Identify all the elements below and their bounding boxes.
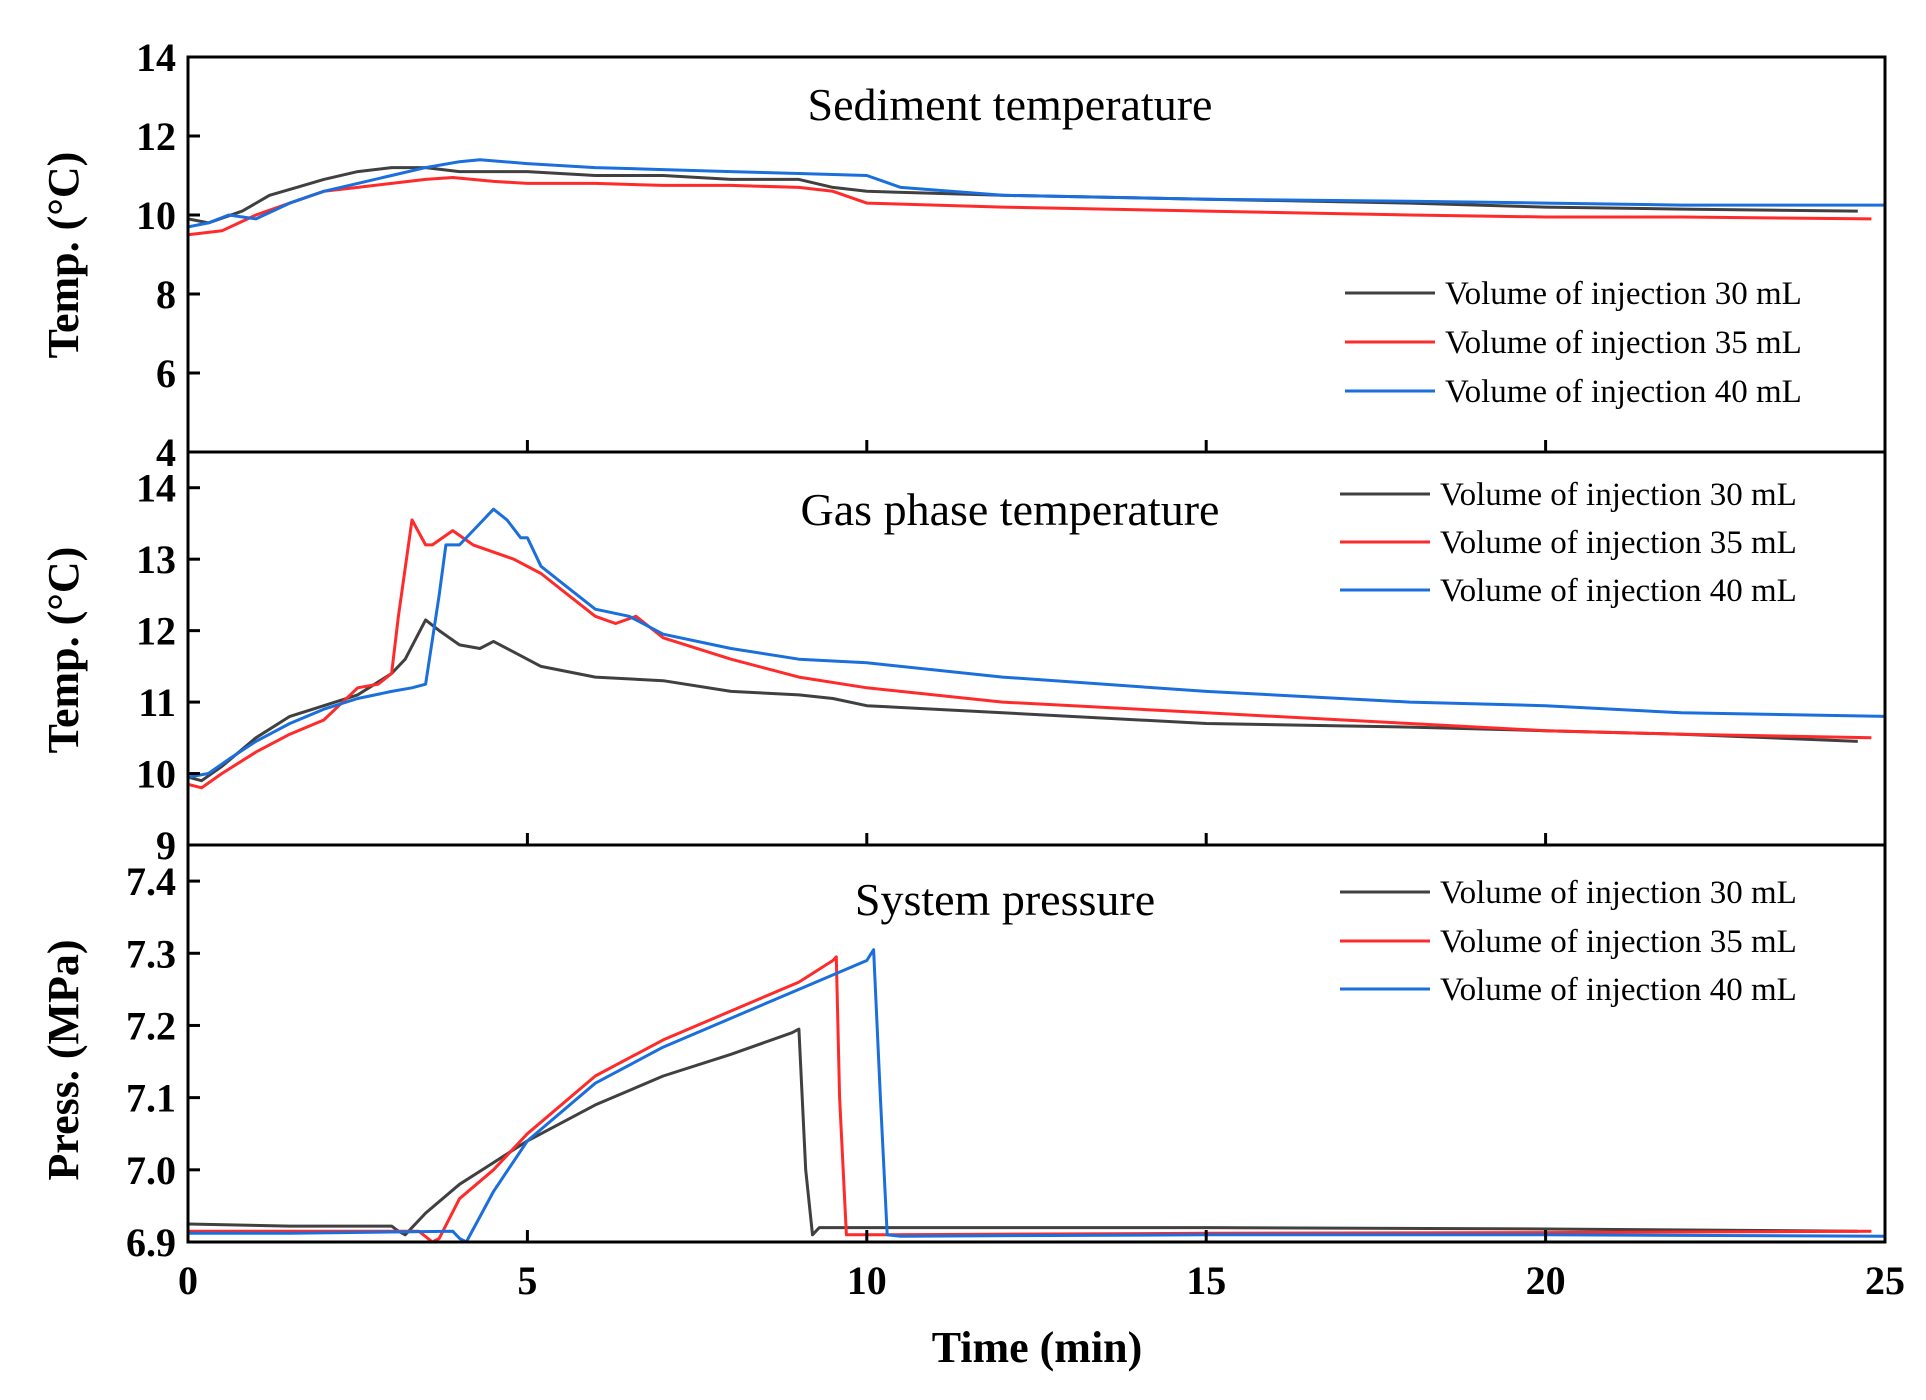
y-tick-label: 7.4 — [126, 859, 176, 904]
y-tick-label: 14 — [136, 35, 176, 80]
x-tick-label: 5 — [517, 1258, 537, 1303]
x-tick-label: 10 — [847, 1258, 887, 1303]
legend: Volume of injection 30 mL Volume of injec… — [1340, 875, 1797, 1008]
x-tick-label: 25 — [1865, 1258, 1905, 1303]
series-line-1 — [188, 618, 1858, 783]
legend: Volume of injection 30 mL Volume of injec… — [1340, 477, 1797, 609]
y-tick-label: 7.1 — [126, 1076, 176, 1121]
y-tick-label: 7.0 — [126, 1148, 176, 1193]
x-axis-title: Time (min) — [932, 1323, 1143, 1372]
panel-title: Sediment temperature — [808, 79, 1213, 130]
y-tick-label: 9 — [156, 823, 176, 868]
series-line-3 — [188, 158, 1885, 229]
y-axis-title: Temp. (°C) — [39, 152, 88, 359]
panel-3: 6.9 7.0 7.1 7.2 7.3 7.4 0 5 10 15 20 25 Press. (MPa)… — [39, 843, 1905, 1303]
y-tick-label: 11 — [138, 680, 176, 725]
legend-label: Volume of injection 40 mL — [1440, 972, 1797, 1008]
series-line-1 — [188, 1027, 1858, 1237]
x-tick-label: 15 — [1186, 1258, 1226, 1303]
series-line-2 — [188, 518, 1872, 790]
plot-frame — [186, 843, 1887, 1244]
legend-label: Volume of injection 40 mL — [1440, 573, 1797, 609]
legend-label: Volume of injection 35 mL — [1440, 525, 1797, 561]
y-tick-label: 12 — [136, 609, 176, 654]
y-tick-label: 13 — [136, 537, 176, 582]
y-tick-label: 6.9 — [126, 1220, 176, 1265]
legend: Volume of injection 30 mL Volume of injec… — [1345, 276, 1802, 410]
legend-label: Volume of injection 30 mL — [1445, 276, 1802, 312]
y-tick-label: 7.2 — [126, 1003, 176, 1048]
x-tick-label: 20 — [1526, 1258, 1566, 1303]
y-tick-label: 8 — [156, 272, 176, 317]
x-tick-label: 0 — [178, 1258, 198, 1303]
legend-label: Volume of injection 35 mL — [1445, 325, 1802, 361]
y-tick-label: 12 — [136, 114, 176, 159]
legend-label: Volume of injection 30 mL — [1440, 875, 1797, 911]
panel-1: 4 6 8 10 12 14 Temp. (°C) Sediment temperature V… — [39, 35, 1887, 475]
y-axis-title: Temp. (°C) — [39, 547, 88, 754]
panel-title: Gas phase temperature — [801, 484, 1220, 535]
y-axis-title: Press. (MPa) — [39, 939, 88, 1180]
y-tick-label: 10 — [136, 752, 176, 797]
panel-2: 9 10 11 12 13 14 Temp. (°C) Gas phase temperatu… — [39, 450, 1887, 868]
y-tick-label: 14 — [136, 466, 176, 511]
legend-label: Volume of injection 30 mL — [1440, 477, 1797, 513]
series-line-3 — [188, 948, 1885, 1242]
y-tick-label: 4 — [156, 430, 176, 475]
panel-title: System pressure — [855, 874, 1155, 925]
legend-label: Volume of injection 40 mL — [1445, 374, 1802, 410]
y-tick-label: 10 — [136, 193, 176, 238]
series-line-3 — [188, 507, 1885, 779]
y-tick-label: 7.3 — [126, 931, 176, 976]
y-tick-label: 6 — [156, 351, 176, 396]
legend-label: Volume of injection 35 mL — [1440, 924, 1797, 960]
series-line-2 — [188, 176, 1872, 237]
